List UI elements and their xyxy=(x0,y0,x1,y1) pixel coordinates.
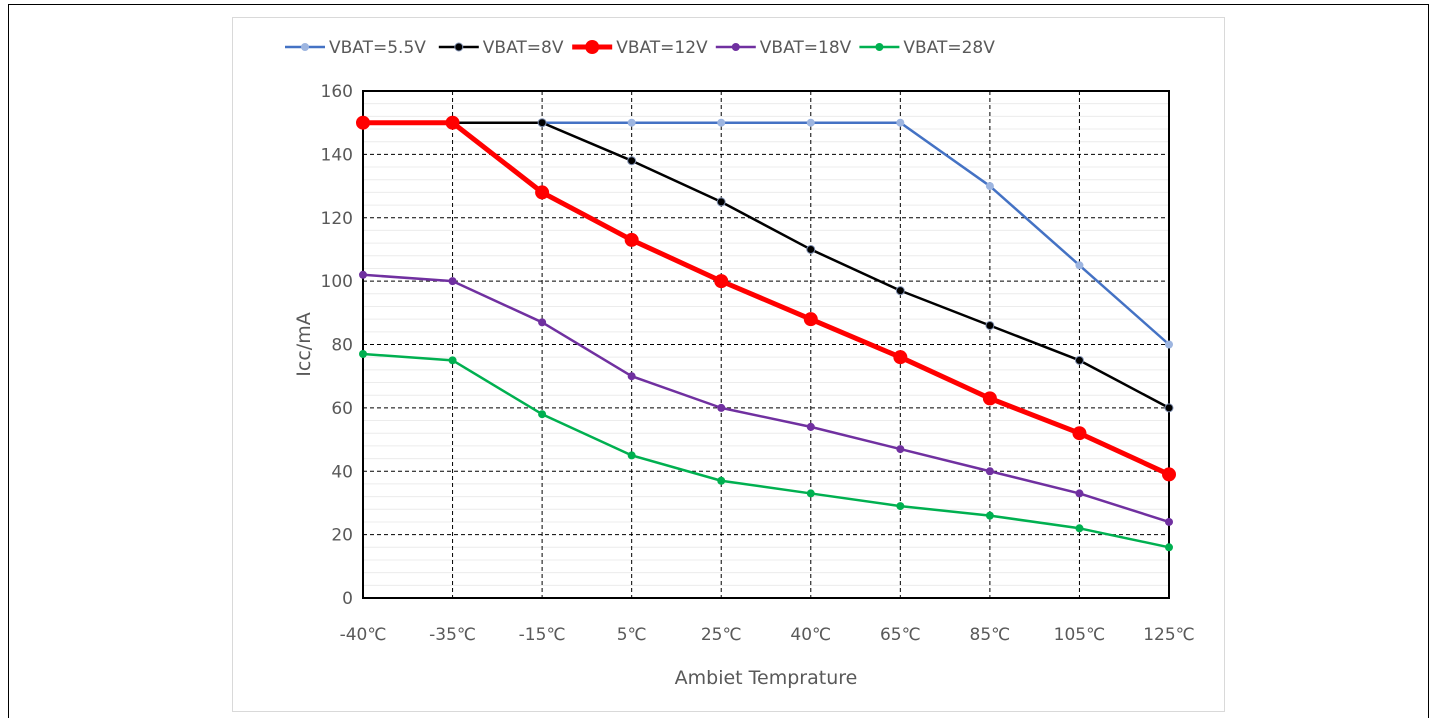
x-tick-label: 85℃ xyxy=(970,625,1011,645)
data-point xyxy=(1165,340,1173,349)
data-point xyxy=(985,320,995,330)
data-point xyxy=(538,318,547,327)
data-point xyxy=(806,422,815,431)
data-point xyxy=(445,115,460,130)
data-point xyxy=(1164,403,1174,413)
data-point xyxy=(717,118,726,127)
data-point xyxy=(985,467,994,476)
y-tick-label: 0 xyxy=(342,589,353,609)
series-line xyxy=(362,352,1170,549)
data-point xyxy=(1075,489,1084,498)
x-tick-label: 25℃ xyxy=(701,625,742,645)
legend-marker xyxy=(454,42,464,52)
major-gridlines xyxy=(363,91,1169,598)
legend-label: VBAT=8V xyxy=(483,38,564,58)
data-point xyxy=(1074,355,1084,365)
y-tick-label: 140 xyxy=(321,145,353,165)
legend-item: VBAT=28V xyxy=(859,38,995,58)
series-line xyxy=(362,273,1170,524)
legend-marker xyxy=(875,43,884,51)
y-axis-title: Icc/mA xyxy=(293,312,315,376)
series-5 xyxy=(359,350,1173,552)
x-tick-label: 5℃ xyxy=(617,625,647,645)
data-point xyxy=(359,350,367,359)
data-point xyxy=(535,185,550,200)
legend-label: VBAT=5.5V xyxy=(329,38,426,58)
legend-label: VBAT=12V xyxy=(616,38,708,58)
data-point xyxy=(716,197,726,207)
series-line xyxy=(363,120,1171,477)
legend-marker xyxy=(585,40,600,54)
data-point xyxy=(538,410,547,419)
data-point xyxy=(627,372,636,381)
series-3 xyxy=(356,115,1176,482)
y-tick-label: 100 xyxy=(321,272,353,292)
legend: VBAT=5.5V VBAT=8V VBAT=12V VBAT=18V VBAT=28V xyxy=(285,38,995,58)
legend-item: VBAT=18V xyxy=(715,38,852,58)
data-point xyxy=(803,312,818,327)
data-point xyxy=(1165,517,1173,526)
line-chart: 0 20 40 60 80 100 120 140 160 -40℃ -35℃ -15℃ 5℃ 25℃ 40… xyxy=(285,38,1195,689)
data-point xyxy=(985,511,994,520)
y-tick-label: 60 xyxy=(331,399,353,419)
data-point xyxy=(1072,426,1087,441)
data-point xyxy=(982,391,997,406)
data-point xyxy=(537,118,547,128)
minor-gridlines xyxy=(363,103,1169,586)
data-point xyxy=(448,356,457,365)
y-tick-label: 80 xyxy=(331,336,353,356)
data-point xyxy=(1075,261,1084,270)
x-tick-label: -35℃ xyxy=(429,625,476,645)
x-tick-label: -15℃ xyxy=(519,625,566,645)
chart-area: 0 20 40 60 80 100 120 140 160 -40℃ -35℃ -15℃ 5℃ 25℃ 40… xyxy=(232,17,1225,712)
data-point xyxy=(627,156,637,166)
data-point xyxy=(896,118,905,127)
y-tick-label: 120 xyxy=(321,209,353,229)
legend-item: VBAT=12V xyxy=(572,38,708,58)
y-tick-label: 160 xyxy=(321,82,353,102)
y-tick-label: 40 xyxy=(331,462,353,482)
legend-label: VBAT=28V xyxy=(903,38,995,58)
data-point xyxy=(806,118,815,127)
data-point xyxy=(448,277,457,286)
x-tick-label: 40℃ xyxy=(790,625,831,645)
data-point xyxy=(717,476,726,485)
data-point xyxy=(985,182,994,191)
series-2 xyxy=(448,118,1174,413)
x-tick-label: 125℃ xyxy=(1143,625,1195,645)
x-tick-label: 105℃ xyxy=(1054,625,1106,645)
x-tick-label: 65℃ xyxy=(880,625,921,645)
legend-marker xyxy=(301,43,309,51)
data-point xyxy=(356,115,370,130)
legend-item: VBAT=5.5V xyxy=(285,38,426,58)
legend-item: VBAT=8V xyxy=(438,38,564,58)
data-point xyxy=(895,286,905,296)
legend-label: VBAT=18V xyxy=(760,38,852,58)
data-point xyxy=(627,118,636,127)
data-point xyxy=(806,489,815,498)
data-point xyxy=(893,350,908,365)
outer-border xyxy=(8,4,1429,718)
data-point xyxy=(1165,543,1173,552)
data-point xyxy=(714,274,729,289)
data-point xyxy=(896,502,905,511)
legend-marker xyxy=(731,43,740,51)
data-point xyxy=(717,403,726,412)
series-line xyxy=(542,121,1170,346)
data-point xyxy=(1075,524,1084,533)
data-point xyxy=(1162,467,1176,482)
y-tick-label: 20 xyxy=(331,526,353,546)
data-point xyxy=(624,232,639,247)
data-point xyxy=(359,270,367,279)
data-point xyxy=(627,451,636,460)
series-4 xyxy=(359,270,1173,526)
x-axis-title: Ambiet Temprature xyxy=(675,667,858,689)
x-tick-label: -40℃ xyxy=(340,625,387,645)
data-point xyxy=(806,244,816,254)
data-point xyxy=(896,445,905,454)
